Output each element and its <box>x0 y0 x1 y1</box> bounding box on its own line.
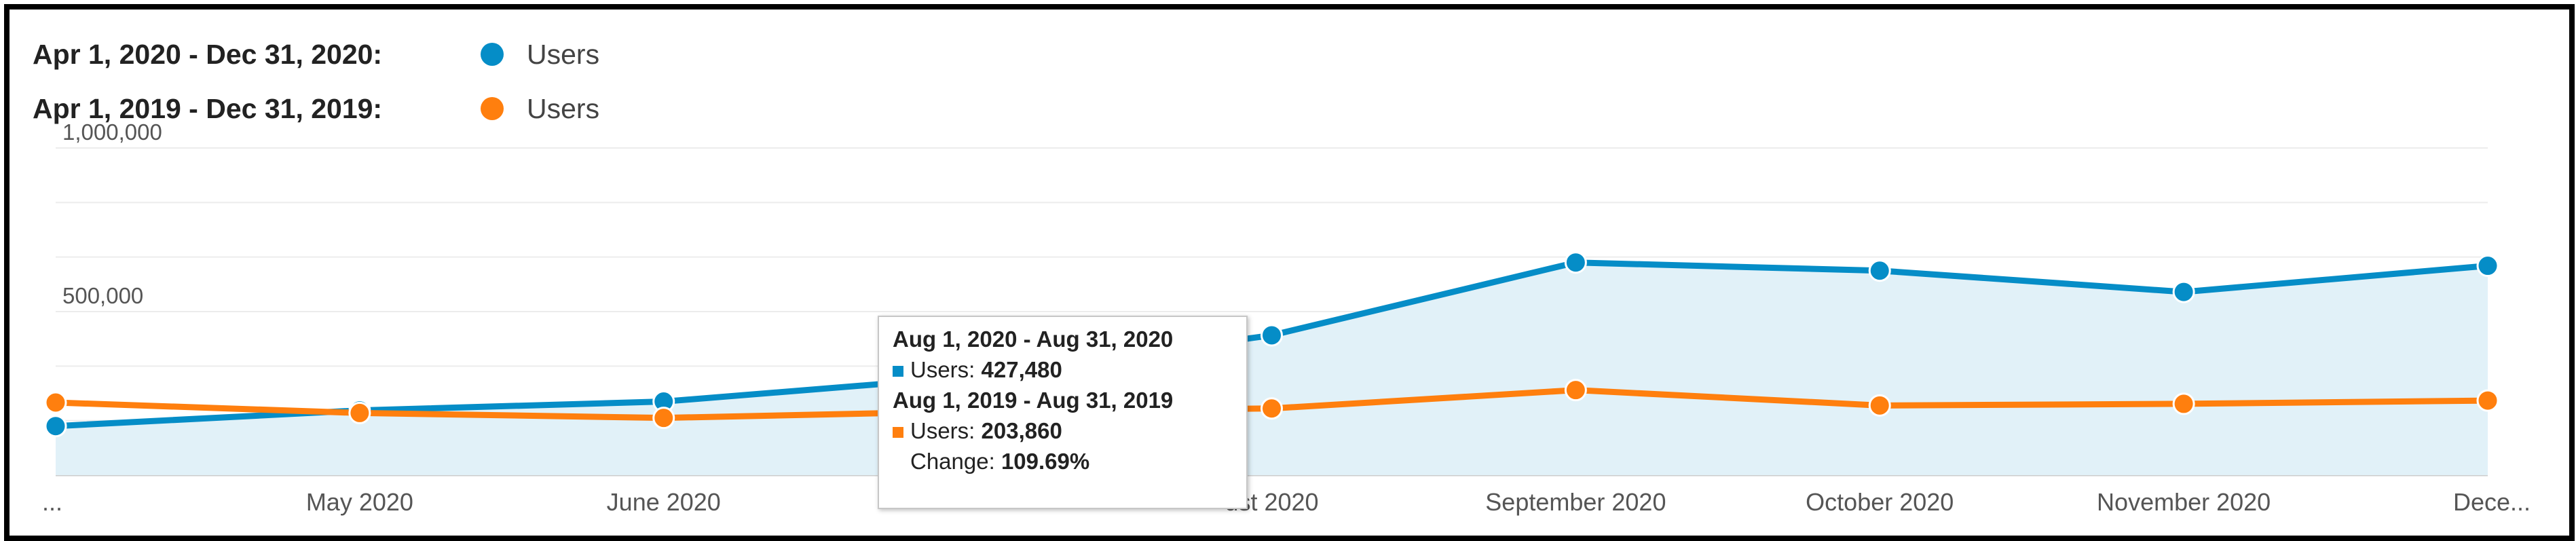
legend-range-current: Apr 1, 2020 - Dec 31, 2020: <box>33 38 383 70</box>
x-tick-label: June 2020 <box>607 488 721 516</box>
legend-dot-previous-icon <box>481 97 504 120</box>
tooltip-current-range: Aug 1, 2020 - Aug 31, 2020 <box>893 327 1174 352</box>
legend-item-current[interactable]: Apr 1, 2020 - Dec 31, 2020: Users <box>33 27 599 81</box>
data-point-previous <box>1868 394 1891 417</box>
x-tick-label: October 2020 <box>1806 488 1954 516</box>
data-point-current <box>1261 324 1283 347</box>
x-tick-label: ... <box>42 488 62 516</box>
data-point-previous <box>652 407 675 430</box>
tooltip-change-row: Change: 109.69% <box>893 446 1233 477</box>
tooltip-change-label: Change: <box>910 449 995 474</box>
x-tick-label: May 2020 <box>306 488 413 516</box>
series-area-current <box>56 262 2488 475</box>
tooltip-previous-row: Users: 203,860 <box>893 415 1233 446</box>
legend-metric-previous: Users <box>527 92 600 124</box>
tooltip-current-row: Users: 427,480 <box>893 354 1233 385</box>
data-point-current <box>44 415 67 438</box>
data-point-current <box>2476 255 2499 278</box>
tooltip-previous-swatch-icon <box>893 427 903 439</box>
data-point-previous <box>1564 379 1587 402</box>
tooltip-current-label: Users: <box>910 357 975 382</box>
x-tick-label: Dece... <box>2453 488 2531 516</box>
data-point-previous <box>348 401 371 424</box>
data-point-previous <box>1261 397 1283 420</box>
tooltip-current-value: 427,480 <box>981 357 1062 382</box>
data-point-previous <box>2172 392 2195 415</box>
hover-tooltip: Aug 1, 2020 - Aug 31, 2020 Users: 427,48… <box>878 316 1248 509</box>
tooltip-previous-value: 203,860 <box>981 418 1062 443</box>
y-tick-label: 500,000 <box>62 283 143 308</box>
data-point-previous <box>2476 389 2499 412</box>
data-point-current <box>2172 280 2195 303</box>
tooltip-previous-range: Aug 1, 2019 - Aug 31, 2019 <box>893 388 1174 413</box>
legend-range-previous: Apr 1, 2019 - Dec 31, 2019: <box>33 92 383 124</box>
tooltip-change-value: 109.69% <box>1001 449 1090 474</box>
legend-item-previous[interactable]: Apr 1, 2019 - Dec 31, 2019: Users <box>33 81 599 136</box>
legend-dot-current-icon <box>481 43 504 66</box>
data-point-previous <box>44 391 67 414</box>
tooltip-previous-label: Users: <box>910 418 975 443</box>
data-point-current <box>1868 259 1891 282</box>
data-point-current <box>1564 251 1587 274</box>
legend-metric-current: Users <box>527 38 600 70</box>
legend: Apr 1, 2020 - Dec 31, 2020: Users Apr 1,… <box>33 27 599 136</box>
x-tick-label: September 2020 <box>1485 488 1666 516</box>
tooltip-current-swatch-icon <box>893 366 903 377</box>
y-tick-label: 1,000,000 <box>62 119 162 145</box>
x-tick-label: November 2020 <box>2097 488 2271 516</box>
